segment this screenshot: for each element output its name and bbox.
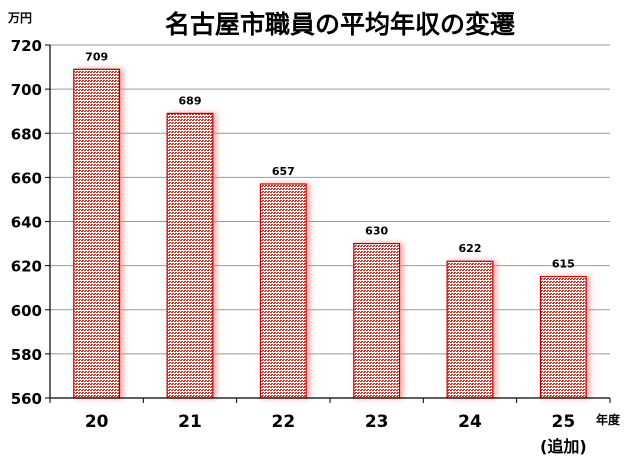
chart-title: 名古屋市職員の平均年収の変遷 (165, 10, 515, 39)
data-label-22: 657 (272, 165, 295, 178)
x-tick-label-23: 23 (365, 412, 389, 432)
bar-25 (539, 276, 587, 399)
bar-24 (446, 260, 494, 399)
x-tick-label-24: 24 (458, 412, 482, 432)
x-axis-unit-label: 年度 (596, 412, 621, 427)
y-tick-label: 700 (11, 81, 42, 99)
bar-23 (353, 242, 401, 399)
x-tick-label-22: 22 (271, 412, 295, 432)
grid-lines (50, 44, 610, 355)
data-label-21: 689 (179, 94, 202, 107)
bar-22 (259, 183, 307, 399)
x-tick-label-25: 25 (551, 412, 575, 432)
x-axis-ticks: 20 21 22 23 24 25 (追加) (49, 398, 611, 456)
x-tick-label-20: 20 (85, 412, 109, 432)
y-tick-label: 660 (11, 169, 42, 187)
bar-21 (166, 112, 214, 399)
y-tick-label: 680 (11, 125, 42, 143)
y-tick-label: 720 (11, 37, 42, 55)
data-label-24: 622 (459, 242, 482, 255)
data-label-23: 630 (365, 225, 388, 238)
y-tick-label: 640 (11, 214, 42, 232)
y-tick-label: 600 (11, 302, 42, 320)
x-tick-sublabel-25: (追加) (540, 437, 587, 456)
data-label-20: 709 (85, 50, 108, 63)
y-tick-label: 580 (11, 346, 42, 364)
y-tick-label: 620 (11, 258, 42, 276)
y-tick-label: 560 (11, 390, 42, 408)
bars (73, 68, 587, 399)
data-label-25: 615 (552, 258, 575, 271)
bar-20 (73, 68, 121, 399)
y-axis-ticks: 560 580 600 620 640 660 680 700 720 (11, 37, 50, 408)
data-labels: 709 689 657 630 622 615 (85, 50, 575, 270)
y-axis-unit-label: 万円 (7, 11, 32, 25)
x-tick-label-21: 21 (178, 412, 202, 432)
